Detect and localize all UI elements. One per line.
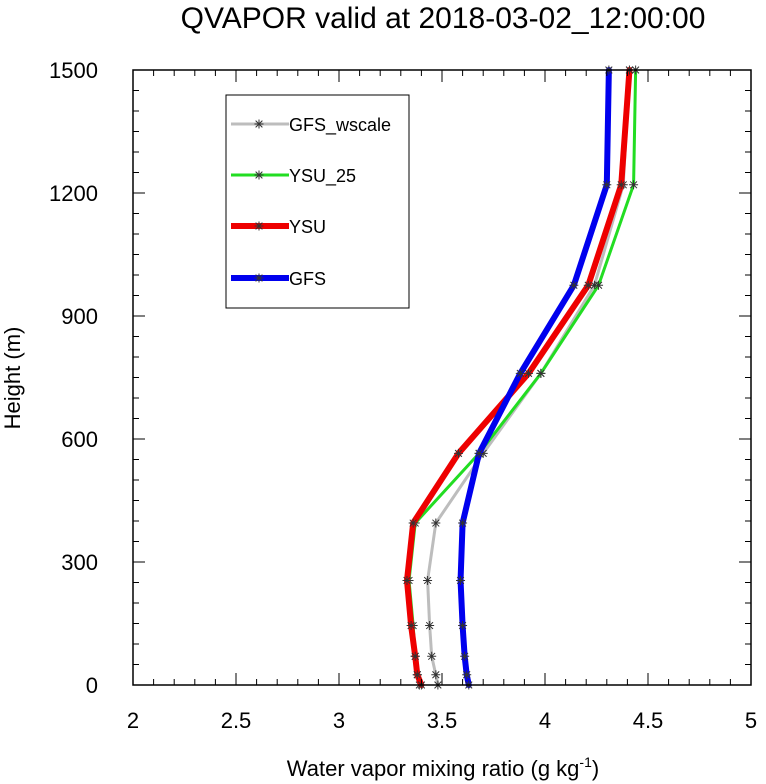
- legend-label: GFS_wscale: [289, 115, 391, 136]
- x-tick-label: 3.5: [427, 708, 458, 733]
- legend-label: YSU: [289, 217, 326, 237]
- data-point-marker: [410, 651, 420, 661]
- data-point-marker: [474, 448, 484, 458]
- data-point-marker: [402, 575, 412, 585]
- x-tick-label: 2: [127, 708, 139, 733]
- y-tick-label: 1200: [49, 181, 98, 206]
- plot-frame: [132, 69, 752, 686]
- data-point-marker: [602, 180, 612, 190]
- y-tick-label: 300: [61, 550, 98, 575]
- data-point-marker: [456, 575, 466, 585]
- data-point-marker: [431, 518, 441, 528]
- data-point-marker: [629, 180, 639, 190]
- y-tick-label: 600: [61, 427, 98, 452]
- chart-title: QVAPOR valid at 2018-03-02_12:00:00: [181, 2, 706, 35]
- series-line: [457, 67, 612, 688]
- data-point-marker: [583, 280, 593, 290]
- data-point-marker: [412, 670, 422, 680]
- data-point-marker: [427, 651, 437, 661]
- data-point-marker: [254, 273, 264, 283]
- data-point-marker: [616, 180, 626, 190]
- data-point-marker: [462, 670, 472, 680]
- y-tick-label: 900: [61, 304, 98, 329]
- x-axis-label-text: Water vapor mixing ratio (g kg: [287, 756, 580, 781]
- x-tick-label: 3: [333, 708, 345, 733]
- y-tick-label: 0: [86, 673, 98, 698]
- y-axis-label: Height (m): [0, 327, 25, 430]
- y-tick-label: 1500: [49, 58, 98, 83]
- data-point-marker: [458, 518, 468, 528]
- legend-item: YSU: [231, 217, 326, 237]
- data-point-marker: [406, 621, 416, 631]
- x-axis-label-close: ): [592, 756, 599, 781]
- data-point-marker: [458, 621, 468, 631]
- data-point-marker: [254, 119, 264, 129]
- data-point-marker: [524, 368, 534, 378]
- legend-label: GFS: [289, 269, 326, 289]
- data-point-marker: [425, 621, 435, 631]
- x-axis-label-superscript: -1: [579, 754, 592, 770]
- x-tick-label: 4.5: [633, 708, 664, 733]
- legend-item: YSU_25: [231, 166, 356, 187]
- legend-box: [225, 94, 410, 309]
- data-point-marker: [408, 518, 418, 528]
- data-point-marker: [423, 575, 433, 585]
- legend-label: YSU_25: [289, 166, 356, 187]
- legend-item: GFS: [231, 269, 326, 289]
- data-point-marker: [515, 368, 525, 378]
- axis-tick-labels: 2 2.5 3 3.5 4 4.5 5 0 300 600 900 1200 1500: [49, 58, 757, 733]
- data-point-marker: [460, 651, 470, 661]
- data-point-marker: [594, 280, 604, 290]
- x-tick-label: 4: [539, 708, 551, 733]
- legend-item: GFS_wscale: [231, 115, 391, 136]
- x-tick-label: 5: [745, 708, 757, 733]
- x-tick-label: 2.5: [221, 708, 252, 733]
- data-point-marker: [453, 448, 463, 458]
- legend: GFS_wscale YSU_25 YSU GFS: [225, 94, 410, 309]
- series-gfs: [456, 65, 614, 690]
- data-point-marker: [569, 280, 579, 290]
- x-axis-label: Water vapor mixing ratio (g kg-1): [287, 754, 599, 781]
- plot-series: [402, 65, 641, 690]
- data-point-marker: [536, 368, 546, 378]
- data-point-marker: [254, 170, 264, 180]
- data-point-marker: [431, 670, 441, 680]
- data-point-marker: [254, 221, 264, 231]
